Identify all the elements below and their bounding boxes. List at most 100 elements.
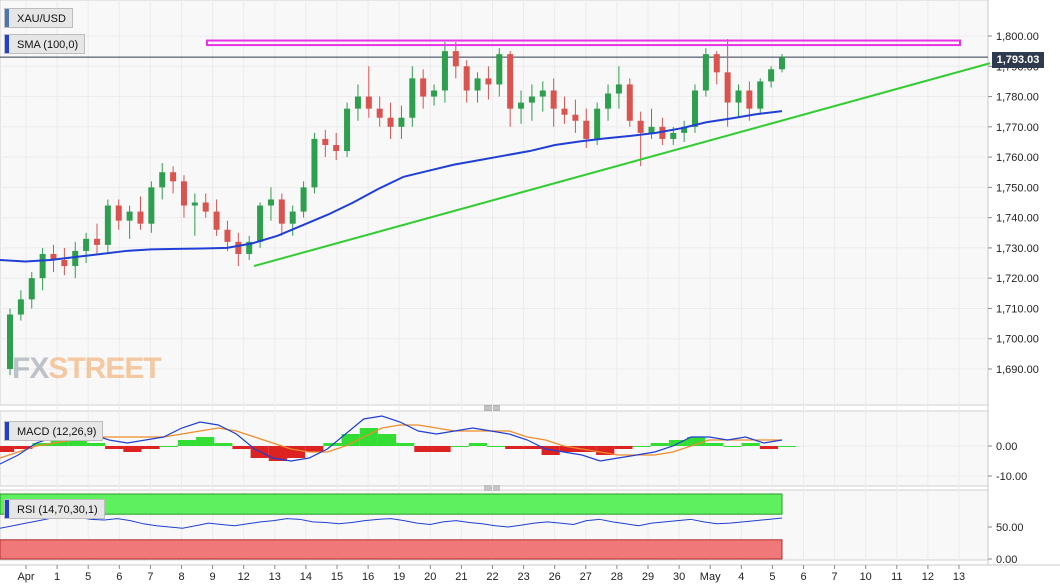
candle-body: [333, 144, 340, 152]
x-tick-label: 7: [832, 571, 838, 583]
brand-part-1: FX: [12, 352, 49, 385]
candle-body: [300, 187, 307, 212]
candle-body: [583, 120, 590, 139]
macd-legend: MACD (12,26,9): [4, 421, 104, 441]
macd-histogram-bar: [523, 446, 542, 449]
macd-histogram-bar: [14, 446, 33, 449]
macd-histogram-bar: [50, 440, 69, 446]
x-tick-label: 12: [922, 571, 934, 583]
candle-body: [594, 108, 601, 139]
candle-body: [713, 54, 720, 73]
x-tick-label: 26: [549, 571, 561, 583]
candle-body: [539, 90, 546, 97]
pane-bg-0: [0, 0, 989, 406]
macd-histogram-bar: [0, 446, 15, 452]
candle-body: [757, 81, 764, 109]
candle-body: [202, 202, 209, 212]
macd-histogram-bar: [232, 446, 251, 449]
candle-body: [104, 205, 111, 245]
x-tick-label: 6: [116, 571, 122, 583]
macd-histogram-bar: [32, 443, 51, 446]
candle-body: [311, 138, 318, 188]
macd-histogram-bar: [741, 443, 760, 446]
candle-body: [115, 205, 122, 221]
rsi-oversold-zone: [0, 539, 783, 560]
candle-body: [648, 126, 655, 133]
rsi-tick-label: 50.00: [996, 522, 1024, 534]
y-tick-label: 1,700.00: [996, 334, 1039, 346]
y-tick-label: 1,750.00: [996, 182, 1039, 194]
candle-body: [213, 211, 220, 230]
x-tick-label: 11: [891, 571, 902, 583]
macd-histogram-bar: [177, 440, 197, 446]
candle-body: [50, 253, 57, 261]
x-tick-label: 14: [300, 571, 312, 583]
candle-body: [126, 211, 133, 221]
x-tick-label: 8: [178, 571, 184, 583]
sma-legend: SMA (100,0): [4, 34, 86, 54]
candle-body: [605, 93, 612, 109]
candle-body: [420, 78, 427, 97]
macd-histogram-bar: [778, 446, 797, 447]
macd-histogram-bar: [86, 443, 106, 446]
candle-body: [224, 229, 231, 242]
macd-histogram-bar: [68, 440, 87, 446]
x-tick-label: 28: [611, 571, 623, 583]
x-tick-label: 7: [147, 571, 153, 583]
candle-body: [659, 126, 666, 139]
macd-histogram-bar: [414, 446, 433, 452]
candle-body: [702, 54, 709, 91]
resistance-zone: [206, 39, 961, 47]
x-tick-label: 23: [517, 571, 529, 583]
macd-histogram-bar: [559, 446, 578, 452]
candle-body: [615, 84, 622, 94]
macd-tick-label: -10.00: [996, 471, 1027, 483]
x-tick-label: 15: [331, 571, 343, 583]
rsi-legend: RSI (14,70,30,1): [4, 499, 105, 519]
y-tick-label: 1,760.00: [996, 152, 1039, 164]
macd-histogram-bar: [577, 446, 597, 452]
fxstreet-logo: FXSTREET: [12, 352, 162, 386]
candle-body: [246, 241, 253, 254]
y-tick-label: 1,780.00: [996, 92, 1039, 104]
macd-histogram-bar: [687, 437, 706, 446]
macd-histogram-bar: [614, 446, 633, 449]
sma-100-line: [0, 110, 783, 263]
candles-group: [7, 39, 785, 376]
candle-body: [746, 90, 753, 109]
macd-histogram-bar: [396, 443, 415, 446]
candle-body: [137, 211, 144, 224]
macd-legend-marker: [5, 422, 9, 440]
candle-body: [768, 69, 775, 82]
candle-body: [681, 126, 688, 133]
candle-body: [550, 90, 557, 109]
symbol-legend: XAU/USD: [4, 8, 73, 28]
y-tick-label: 1,730.00: [996, 243, 1039, 255]
macd-histogram-bar: [468, 443, 488, 446]
macd-histogram-bar: [105, 446, 124, 449]
candle-body: [180, 181, 187, 206]
candle-body: [17, 299, 24, 315]
x-tick-label: 1: [54, 571, 60, 583]
x-tick-label: 4: [738, 571, 744, 583]
y-tick-label: 1,770.00: [996, 122, 1039, 134]
candle-body: [735, 90, 742, 103]
macd-histogram-bar: [214, 443, 233, 446]
candle-body: [191, 202, 198, 206]
candle-body: [159, 172, 166, 188]
candle-body: [518, 102, 525, 109]
macd-histogram-bar: [487, 446, 506, 447]
candle-body: [170, 172, 177, 182]
macd-legend-label: MACD (12,26,9): [17, 426, 97, 438]
x-tick-label: 12: [238, 571, 250, 583]
candle-body: [267, 199, 274, 206]
x-tick-label: 6: [800, 571, 806, 583]
candle-body: [561, 108, 568, 115]
x-tick-label: 19: [393, 571, 405, 583]
macd-histogram-bar: [305, 446, 324, 452]
axis-bg: [988, 0, 1060, 587]
x-tick-label: 13: [269, 571, 281, 583]
brand-part-2: STREET: [48, 352, 161, 385]
macd-signal-line: [0, 424, 782, 459]
